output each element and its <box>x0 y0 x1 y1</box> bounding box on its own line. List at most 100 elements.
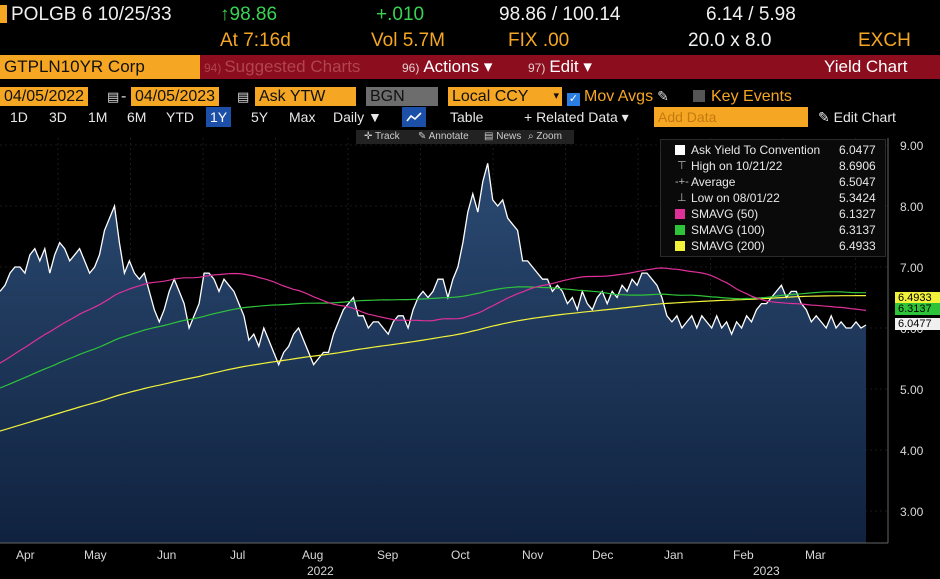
chevron-down-icon: ▾ <box>553 90 559 102</box>
legend-swatch <box>675 209 685 219</box>
x-tick: Jan <box>664 548 684 562</box>
legend-swatch <box>675 241 685 251</box>
table-button[interactable]: Table <box>450 109 484 125</box>
year-label: 2023 <box>753 564 780 578</box>
legend-value: 6.5047 <box>839 175 876 189</box>
range-1y[interactable]: 1Y <box>206 107 232 127</box>
end-calendar-icon[interactable]: ▤ <box>237 89 250 104</box>
security-field[interactable]: GTPLN10YR Corp <box>0 55 200 79</box>
edit-chart-label: Edit Chart <box>833 109 896 125</box>
yields: 6.14 / 5.98 <box>706 4 796 25</box>
x-tick: Nov <box>522 548 544 562</box>
edit-chart-button[interactable]: ✎ Edit Chart <box>818 107 896 127</box>
checkbox-icon <box>693 90 705 102</box>
line-chart-icon <box>406 112 422 122</box>
y-tick: 4.00 <box>900 444 924 458</box>
chart-title: Yield Chart <box>824 57 908 76</box>
range-5y[interactable]: 5Y <box>251 109 269 125</box>
legend-name: Average <box>691 175 736 189</box>
legend-value: 6.4933 <box>839 239 876 253</box>
source-select[interactable]: BGN <box>366 87 438 106</box>
related-data-button[interactable]: + Related Data ▾ <box>524 109 629 125</box>
legend-swatch <box>675 145 685 155</box>
range-max[interactable]: Max <box>289 109 316 125</box>
x-tick: Aug <box>302 548 324 562</box>
x-tick: Mar <box>805 548 826 562</box>
key-events-checkbox[interactable]: Key Events <box>693 87 792 106</box>
yield-line <box>0 163 867 367</box>
actions-label: Actions ▾ <box>423 57 493 76</box>
actions-button[interactable]: 96) Actions ▾ <box>398 55 518 79</box>
x-tick: Sep <box>377 548 399 562</box>
range-1m[interactable]: 1M <box>88 109 108 125</box>
legend-value: 6.1327 <box>839 207 876 221</box>
legend-name: SMAVG (200) <box>691 239 765 253</box>
y-tick: 9.00 <box>900 139 924 153</box>
x-tick: Jun <box>157 548 177 562</box>
suggested-charts-button[interactable]: 94) Suggested Charts <box>200 55 396 79</box>
ticker-label: POLGB 6 10/25/33 <box>11 4 172 25</box>
x-tick: Apr <box>16 548 35 562</box>
period-select[interactable]: Daily ▼ <box>333 109 382 125</box>
legend-value: 8.6906 <box>839 159 876 173</box>
currency-select[interactable]: Local CCY ▾ <box>448 87 562 106</box>
smavg-50-line <box>0 267 867 364</box>
chart-legend[interactable]: Ask Yield To Convention 6.0477 ⊤ High on… <box>660 139 886 257</box>
key-events-label: Key Events <box>711 88 792 105</box>
range-3d[interactable]: 3D <box>49 109 67 125</box>
y-tick: 7.00 <box>900 261 924 275</box>
smavg-100-tag: 6.3137 <box>895 303 940 315</box>
legend-name: Low on 08/01/22 <box>691 191 780 205</box>
track-tool[interactable]: ✛ Track <box>364 131 400 142</box>
mov-avgs-checkbox[interactable]: ✓ Mov Avgs ✎ <box>567 87 669 106</box>
year-label: 2022 <box>307 564 334 578</box>
smavg-100-line <box>0 286 866 389</box>
suggested-label: Suggested Charts <box>224 57 361 76</box>
currency-label: Local CCY <box>452 88 529 105</box>
start-date-input[interactable]: 04/05/2022 <box>0 87 89 106</box>
range-1d[interactable]: 1D <box>10 109 28 125</box>
date-separator: - <box>121 88 127 105</box>
x-tick: Oct <box>451 548 470 562</box>
legend-value: 6.3137 <box>839 223 876 237</box>
at-time: At 7:16d <box>220 30 291 51</box>
check-icon: ✓ <box>567 93 580 106</box>
average-icon: -+- <box>675 176 689 188</box>
legend-swatch <box>675 225 685 235</box>
legend-name: SMAVG (100) <box>691 223 765 237</box>
edit-button[interactable]: 97) Edit ▾ <box>524 55 614 79</box>
price-change: +.010 <box>376 4 425 25</box>
high-icon: ⊤ <box>677 160 687 172</box>
suggested-num: 94) <box>204 61 222 75</box>
actions-num: 96) <box>402 61 420 75</box>
zoom-label: Zoom <box>536 131 562 142</box>
zoom-tool[interactable]: ⌕ Zoom <box>528 131 562 142</box>
field-select[interactable]: Ask YTW <box>255 87 356 106</box>
x-tick: Dec <box>592 548 614 562</box>
y-tick: 3.00 <box>900 505 924 519</box>
legend-value: 5.3424 <box>839 191 876 205</box>
chart-tools: ✛ Track ✎ Annotate ▤ News ⌕ Zoom <box>356 130 574 144</box>
end-date-input[interactable]: 04/05/2023 <box>131 87 220 106</box>
bid-ask: 98.86 / 100.14 <box>499 4 621 25</box>
range-ytd[interactable]: YTD <box>166 109 194 125</box>
main-toolbar: GTPLN10YR Corp 94) Suggested Charts 96) Ac… <box>0 55 940 79</box>
y-tick: 8.00 <box>900 200 924 214</box>
smavg-200-tag: 6.4933 <box>895 292 940 304</box>
legend-name: Ask Yield To Convention <box>691 143 821 157</box>
add-data-input[interactable]: Add Data <box>654 107 808 127</box>
news-label: News <box>496 131 522 142</box>
mov-avgs-label: Mov Avgs <box>584 88 654 105</box>
yield-tag: 6.0477 <box>895 318 940 330</box>
track-label: Track <box>374 131 400 142</box>
legend-name: SMAVG (50) <box>691 207 759 221</box>
line-chart-button[interactable] <box>402 107 426 127</box>
annotate-tool[interactable]: ✎ Annotate <box>418 131 469 142</box>
ticker-field[interactable]: POLGB 6 10/25/33 <box>0 4 172 26</box>
news-tool[interactable]: ▤ News <box>484 131 522 142</box>
pencil-icon[interactable]: ✎ <box>657 88 669 104</box>
start-calendar-icon[interactable]: ▤ <box>107 89 120 104</box>
range-6m[interactable]: 6M <box>127 109 147 125</box>
edit-label: Edit ▾ <box>549 57 592 76</box>
smavg-200-line <box>0 295 866 432</box>
